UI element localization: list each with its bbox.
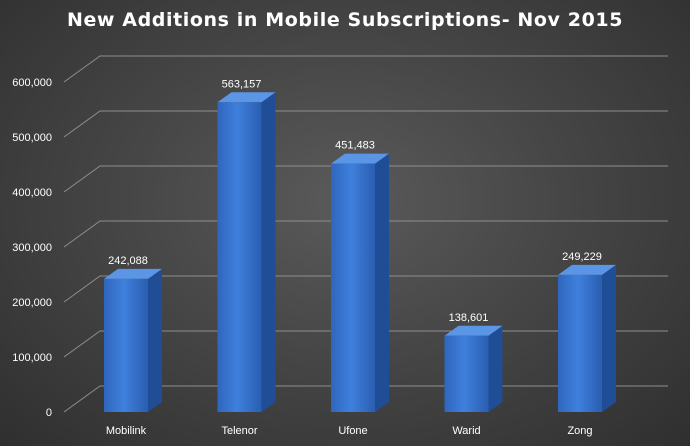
y-tick-label: 0 xyxy=(46,407,52,419)
bar-top xyxy=(331,153,389,164)
bar-top xyxy=(558,264,616,275)
x-category-label: Zong xyxy=(567,425,592,437)
bar-side xyxy=(148,268,162,412)
bar-side xyxy=(602,264,616,412)
gridline xyxy=(63,220,668,248)
y-tick-label: 300,000 xyxy=(12,242,52,254)
x-category-label: Warid xyxy=(452,425,480,437)
gridline xyxy=(63,110,668,138)
x-axis-categories: Mobilink Telenor Ufone Warid Zong xyxy=(106,425,593,437)
bar-zong: 249,229 xyxy=(558,251,616,412)
bar-side xyxy=(261,92,276,413)
data-label: 138,601 xyxy=(449,312,489,324)
x-category-label: Ufone xyxy=(338,425,367,437)
chart-title: New Additions in Mobile Subscriptions- N… xyxy=(66,9,624,31)
x-category-label: Mobilink xyxy=(106,425,147,437)
x-category-label: Telenor xyxy=(221,425,257,437)
data-label: 242,088 xyxy=(108,255,148,267)
y-tick-label: 200,000 xyxy=(12,297,52,309)
bar-ufone: 451,483 xyxy=(331,140,389,412)
bar-front xyxy=(444,335,489,412)
gridline xyxy=(63,275,668,303)
data-label: 249,229 xyxy=(562,251,602,263)
y-tick-label: 600,000 xyxy=(12,77,52,89)
bar-front xyxy=(217,102,262,413)
y-tick-label: 100,000 xyxy=(12,352,52,364)
bar-front xyxy=(104,278,148,412)
data-label: 563,157 xyxy=(222,78,262,90)
bar-front xyxy=(558,274,602,412)
bar-warid: 138,601 xyxy=(444,312,503,412)
bar-mobilink: 242,088 xyxy=(104,255,162,412)
data-label: 451,483 xyxy=(335,140,375,152)
bar-top xyxy=(444,325,503,336)
bar-side xyxy=(375,153,389,412)
bars: 242,088 563,157 451,483 138,601 249,229 xyxy=(104,78,616,413)
bar-front xyxy=(331,163,375,412)
bar-side xyxy=(488,325,503,412)
y-tick-label: 400,000 xyxy=(12,187,52,199)
bar-top xyxy=(217,92,276,103)
gridline xyxy=(63,165,668,193)
gridline xyxy=(63,55,668,83)
bar-top xyxy=(104,268,162,279)
y-axis-ticks: 0 100,000 200,000 300,000 400,000 500,000 600,… xyxy=(12,77,52,419)
y-tick-label: 500,000 xyxy=(12,132,52,144)
bar-telenor: 563,157 xyxy=(217,78,276,413)
